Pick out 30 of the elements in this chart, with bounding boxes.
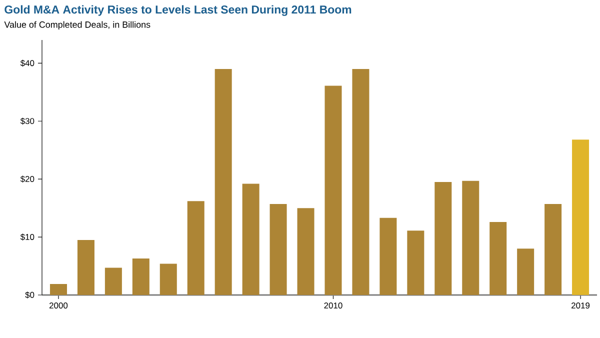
chart-title: Gold M&A Activity Rises to Levels Last Seen During 2011 Boom xyxy=(4,5,352,16)
bar xyxy=(77,240,94,295)
y-tick-label: $0 xyxy=(25,292,34,298)
bar xyxy=(517,248,534,295)
bar xyxy=(572,140,590,295)
bar xyxy=(544,204,562,295)
bar xyxy=(352,68,370,295)
bar xyxy=(214,68,232,295)
bar xyxy=(50,284,67,295)
y-tick-label: $10 xyxy=(20,234,34,240)
y-tick-label: $30 xyxy=(20,118,34,125)
bar xyxy=(132,258,150,295)
bar xyxy=(462,180,480,295)
y-tick-label: $20 xyxy=(20,176,34,183)
bar xyxy=(160,264,177,295)
bar xyxy=(407,230,424,295)
bar xyxy=(380,218,397,295)
bar xyxy=(187,201,204,295)
bar xyxy=(434,182,452,295)
bar xyxy=(490,222,507,295)
x-tick-label: 2019 xyxy=(572,302,590,309)
bar xyxy=(242,184,260,295)
bar xyxy=(270,204,287,295)
bar xyxy=(324,86,342,295)
bar xyxy=(297,208,314,295)
chart-subtitle: Value of Completed Deals, in Billions xyxy=(4,21,150,30)
x-tick-label: 2000 xyxy=(49,302,68,309)
x-tick-label: 2010 xyxy=(324,302,342,309)
bar xyxy=(104,268,122,295)
y-tick-label: $40 xyxy=(20,60,34,67)
